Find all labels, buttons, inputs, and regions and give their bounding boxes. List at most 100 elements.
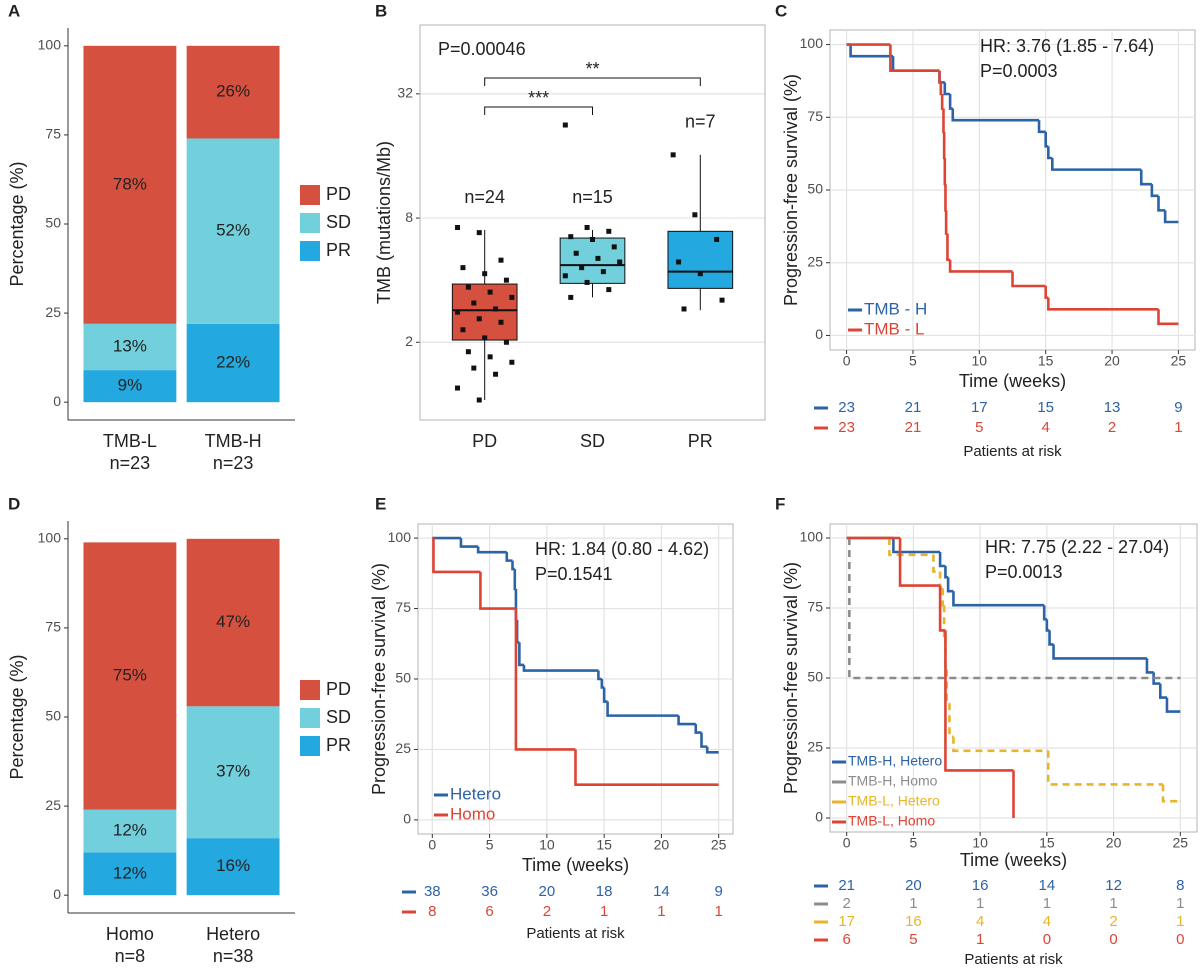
- km-curve: [846, 536, 1015, 818]
- km-step: [1145, 658, 1154, 674]
- risk-count: 17: [971, 399, 988, 416]
- km-step: [938, 585, 946, 632]
- km-step: [942, 131, 946, 160]
- point: [465, 349, 471, 355]
- km-step: [943, 158, 947, 186]
- risk-count: 21: [905, 419, 922, 436]
- risk-count: 1: [909, 895, 917, 912]
- value-label: 9%: [118, 376, 143, 395]
- y-axis-title: Percentage (%): [7, 654, 27, 779]
- km-step: [1048, 630, 1054, 646]
- point: [692, 212, 698, 218]
- legend-label: SD: [326, 212, 351, 232]
- legend-label: TMB - L: [864, 319, 924, 338]
- bar-segment: [186, 45, 280, 139]
- x-tick-label: 5: [910, 835, 918, 851]
- category-count: n=38: [213, 946, 254, 966]
- point: [573, 250, 579, 256]
- point: [509, 359, 515, 365]
- km-step: [944, 630, 1014, 772]
- x-tick-label: 10: [972, 835, 988, 851]
- risk-count: 9: [1174, 399, 1182, 416]
- legend-swatch: [300, 213, 320, 233]
- legend-label: TMB-L, Homo: [848, 813, 935, 829]
- y-tick-label: 100: [800, 35, 824, 51]
- risk-count: 9: [715, 883, 723, 900]
- hazard-ratio: HR: 1.84 (0.80 - 4.62): [535, 539, 709, 559]
- panel-label: A: [8, 1, 20, 20]
- x-tick-label: 20: [1104, 353, 1120, 369]
- bracket: [484, 106, 593, 115]
- risk-count: 16: [905, 913, 922, 930]
- km-step: [518, 642, 524, 667]
- risk-count: 0: [1043, 931, 1051, 948]
- x-tick-label: TMB-L: [103, 431, 157, 451]
- km-step: [1046, 750, 1163, 786]
- km-step: [940, 94, 944, 110]
- risk-count: 1: [600, 903, 608, 920]
- point: [476, 397, 482, 403]
- bar-segment: [186, 706, 280, 839]
- y-tick-label: 32: [397, 85, 413, 101]
- significance: **: [585, 59, 599, 79]
- y-tick-label: 100: [38, 530, 62, 546]
- km-step: [1044, 286, 1049, 299]
- legend-label: Homo: [450, 804, 495, 823]
- km-step: [951, 108, 1040, 122]
- point: [476, 316, 482, 322]
- value-label: 37%: [216, 762, 250, 781]
- x-tick-label: SD: [580, 431, 605, 451]
- value-label: 78%: [113, 174, 147, 193]
- point: [471, 365, 477, 371]
- risk-count: 2: [543, 903, 551, 920]
- y-tick-label: 50: [45, 708, 61, 724]
- km-step: [1152, 672, 1161, 685]
- point: [487, 289, 493, 295]
- y-tick-label: 0: [815, 809, 823, 825]
- km-step: [938, 70, 941, 84]
- risk-count: 0: [1109, 931, 1117, 948]
- p-value: P=0.0013: [985, 562, 1063, 582]
- risk-count: 21: [905, 399, 922, 416]
- x-tick-label: 25: [1173, 835, 1189, 851]
- risk-count: 23: [838, 419, 855, 436]
- x-tick-label: PR: [688, 431, 713, 451]
- km-step: [946, 233, 951, 262]
- point: [590, 236, 595, 242]
- hazard-ratio: HR: 7.75 (2.22 - 27.04): [985, 537, 1169, 557]
- y-tick-label: 0: [53, 886, 61, 902]
- risk-count: 1: [1176, 895, 1184, 912]
- x-tick-label: 20: [1106, 835, 1122, 851]
- km-step: [889, 44, 940, 73]
- risk-count: 6: [843, 931, 851, 948]
- bar-segment: [83, 852, 177, 896]
- km-step: [602, 687, 608, 703]
- y-tick-label: 8: [405, 209, 413, 225]
- y-tick-label: 25: [45, 304, 61, 320]
- km-step: [606, 701, 679, 717]
- point: [676, 259, 682, 265]
- legend-label: TMB-H, Hetero: [848, 753, 942, 769]
- bar-segment: [186, 138, 280, 324]
- km-step: [1159, 683, 1167, 699]
- x-tick-label: 25: [1171, 353, 1187, 369]
- risk-count: 8: [428, 903, 436, 920]
- km-step: [1051, 158, 1142, 171]
- km-step: [944, 210, 948, 235]
- x-tick-label: TMB-H: [205, 431, 262, 451]
- point: [509, 294, 515, 300]
- value-label: 12%: [113, 863, 147, 882]
- risk-count: 38: [424, 883, 441, 900]
- point: [606, 287, 612, 293]
- km-step: [946, 577, 954, 593]
- risk-count: 6: [485, 903, 493, 920]
- km-step: [476, 546, 507, 554]
- x-tick-label: 20: [654, 837, 670, 853]
- y-tick-label: 50: [45, 215, 61, 231]
- bar-segment: [186, 838, 280, 896]
- risk-count: 20: [539, 883, 556, 900]
- value-label: 47%: [216, 612, 250, 631]
- point: [471, 300, 477, 306]
- x-tick-label: 5: [486, 837, 494, 853]
- legend-label: PD: [326, 679, 351, 699]
